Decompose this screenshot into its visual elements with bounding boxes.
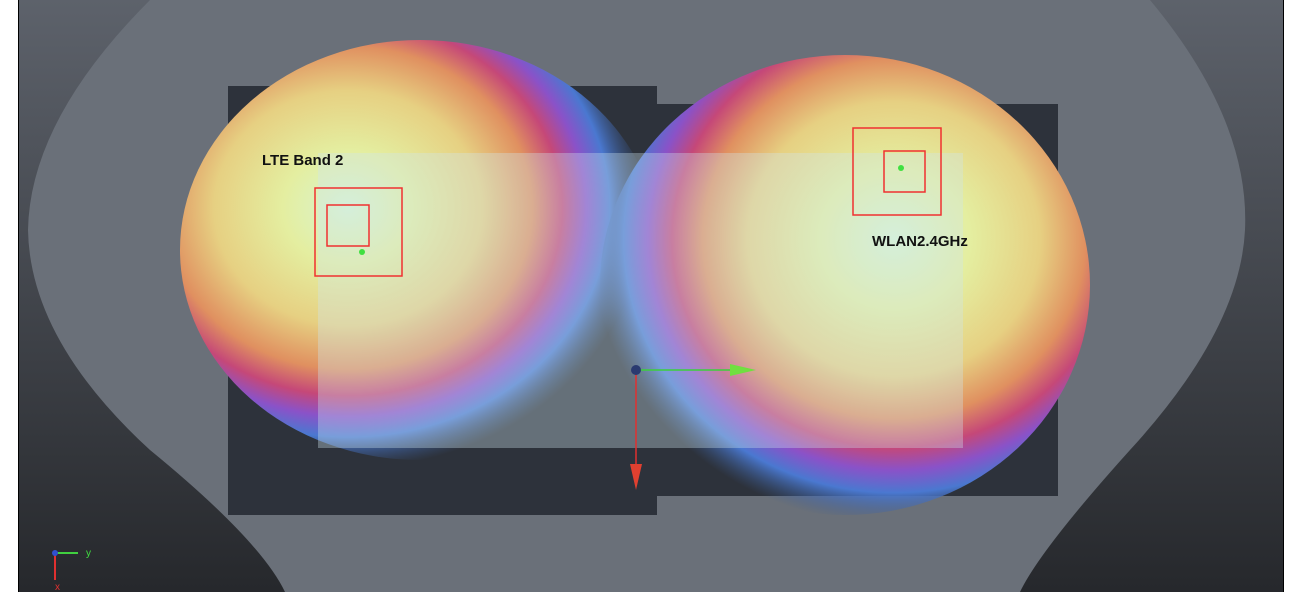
- triad-label: x: [55, 582, 60, 592]
- peak-point: [359, 249, 365, 255]
- heatmap-right: [600, 55, 1090, 515]
- band-label: LTE Band 2: [262, 152, 343, 169]
- peak-cube-inner: [883, 150, 926, 193]
- heatmap-left: [180, 40, 660, 460]
- arrow-head: [730, 364, 756, 376]
- triad-label: y: [86, 548, 91, 559]
- band-label: WLAN2.4GHz: [872, 233, 968, 250]
- phone-body: [318, 153, 963, 448]
- arrow-head: [630, 464, 642, 490]
- peak-cube-inner: [326, 204, 370, 247]
- peak-point: [898, 165, 904, 171]
- origin: [631, 365, 641, 375]
- peak-cube-outer: [852, 127, 942, 216]
- peak-cube-outer: [314, 187, 403, 277]
- triad-origin: [52, 550, 58, 556]
